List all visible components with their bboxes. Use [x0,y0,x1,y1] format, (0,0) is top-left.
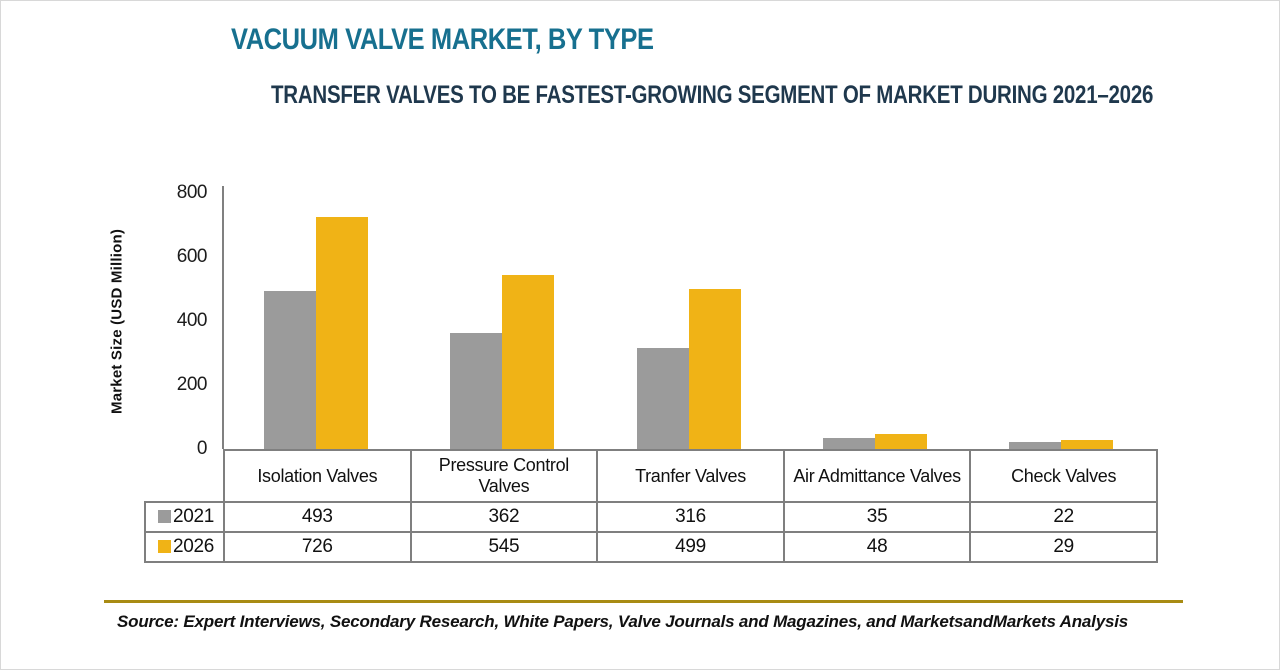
bar-2021-4 [1008,441,1061,449]
bar-2021-0 [264,291,317,449]
value-2026-2: 499 [596,531,785,563]
value-2026-0: 726 [223,531,412,563]
bar-group-0 [223,193,409,449]
page-subtitle: TRANSFER VALVES TO BE FASTEST-GROWING SE… [271,81,1154,109]
bar-2026-3 [874,433,927,449]
legend-swatch-2021 [157,510,171,523]
y-tick-400: 400 [176,310,208,331]
y-axis-line [222,186,224,449]
value-2026-3: 48 [782,531,972,563]
bar-2021-1 [450,333,503,449]
plot-area [223,193,1154,449]
y-axis-ticks: 0 200 400 600 800 [151,182,208,459]
column-header-1: Pressure Control Valves [409,449,599,503]
value-2021-4: 22 [969,501,1158,533]
bar-group-1 [409,193,595,449]
value-2021-3: 35 [782,501,972,533]
bar-2021-2 [636,347,689,449]
y-tick-200: 200 [176,374,208,395]
bar-2021-3 [822,437,875,449]
y-axis-label: Market Size (USD Million) [108,228,126,414]
value-2026-4: 29 [969,531,1158,563]
legend-cell-2021: 2021 [144,501,225,533]
value-2021-0: 493 [223,501,412,533]
bar-2026-0 [316,216,369,449]
value-2026-1: 545 [409,531,599,563]
column-header-2: Tranfer Valves [596,449,785,503]
legend-label-2021: 2021 [172,506,215,527]
value-2021-2: 316 [596,501,785,533]
divider-line [104,600,1183,603]
bar-group-4 [968,193,1154,449]
legend-cell-2026: 2026 [144,531,225,563]
column-header-3: Air Admittance Valves [782,449,972,503]
bar-2026-2 [688,289,741,449]
source-note: Source: Expert Interviews, Secondary Res… [117,612,1128,631]
bar-2026-4 [1060,439,1113,449]
table-body: 2021 493 362 316 35 22 2026 726 545 499 48 29 [144,501,1158,563]
y-tick-600: 600 [176,246,208,267]
table-corner-cell [145,450,224,502]
bar-2026-1 [502,274,555,449]
bar-group-2 [595,193,781,449]
legend-label-2026: 2026 [172,536,215,557]
table-header-row: Isolation Valves Pressure Control Valves T… [145,449,1158,503]
column-header-4: Check Valves [969,449,1158,503]
table-row-2021: 2021 493 362 316 35 22 [144,501,1158,533]
table-row-2026: 2026 726 545 499 48 29 [144,531,1158,563]
bar-group-3 [782,193,968,449]
y-tick-800: 800 [176,182,208,203]
column-header-0: Isolation Valves [223,449,412,503]
data-table: Isolation Valves Pressure Control Valves T… [144,449,1158,563]
y-tick-0: 0 [196,438,208,459]
legend-swatch-2026 [157,540,171,553]
value-2021-1: 362 [409,501,599,533]
page-title: VACUUM VALVE MARKET, BY TYPE [231,23,654,56]
